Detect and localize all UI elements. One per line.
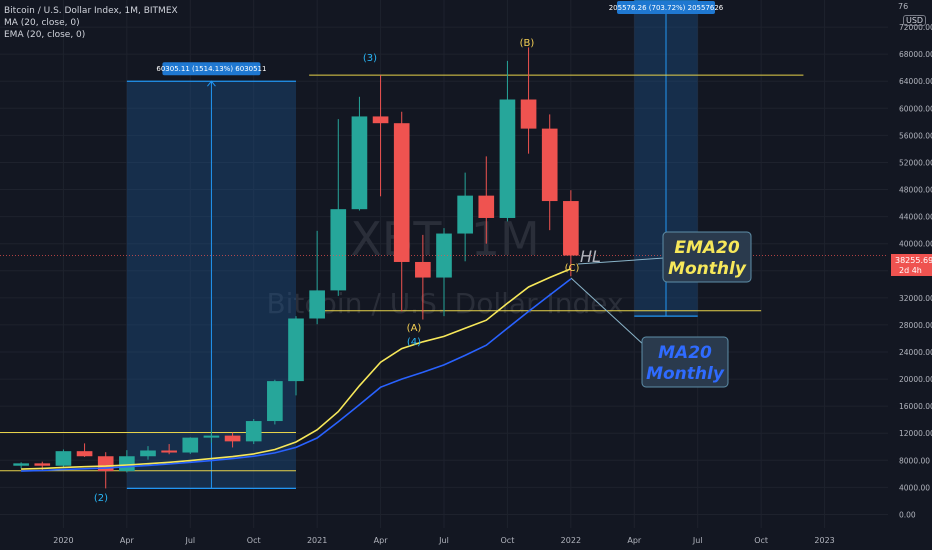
candle-body [393,123,410,262]
ema-label-box [662,231,752,283]
price-tick-label: 20000.00 [899,375,932,384]
ma-label-box [641,336,729,388]
price-tick-label: 44000.00 [899,213,932,222]
price-tick-label: 72000.00 [899,23,932,32]
candle-body [541,128,558,202]
last-price-value: 38255.69 [895,256,932,265]
price-tick-label: 52000.00 [899,158,932,167]
chart-legend: Bitcoin / U.S. Dollar Index, 1M, BITMEX … [4,5,178,41]
time-tick-label: Jul [438,536,449,545]
time-tick-label: 2020 [53,536,73,545]
measure-range-label: 60305.11 (1514.13%) 6030511 [156,65,266,73]
moving-average-lines [0,254,888,472]
candle-body [203,435,220,438]
time-tick-label: Jul [184,536,195,545]
price-tick-label: 32000.00 [899,294,932,303]
ma-label-line1: MA20 [658,343,712,363]
candle-body [161,450,177,453]
measure-range-label-box [162,62,261,76]
annotations: (3) (B) (A) (4) (2) (C) HL EMA20 Monthly… [94,38,752,504]
time-tick-label: 2021 [307,536,327,545]
price-tick-label: 68000.00 [899,50,932,59]
time-axis[interactable]: 2020 Apr Jul Oct 2021 Apr Jul Oct 2022 Apr Jul Oct 2… [53,536,835,545]
candle-body [351,116,368,210]
wave-label-A: (A) [407,323,422,334]
time-tick-label: Oct [247,536,261,545]
price-tick-label: 8000.00 [899,456,930,465]
measure-range-label: 205576.26 (703.72%) 20557626 [609,4,724,12]
candle-body [224,435,241,442]
currency-badge[interactable]: USD [903,15,927,26]
time-tick-label: 2022 [561,536,581,545]
price-tick-label: 0.00 [899,510,916,519]
last-price-tag: 38255.69 2d 4h [891,254,932,276]
price-tick-label: 12000.00 [899,429,932,438]
watermark-description: Bitcoin / U.S. Dollar Index [266,287,623,320]
candle-body [55,451,72,466]
time-tick-label: Apr [627,536,642,545]
ema-label-line1: EMA20 [674,238,740,258]
price-tick-label: 64000.00 [899,77,932,86]
candle-body [520,99,537,129]
last-price-countdown: 2d 4h [899,266,922,275]
measure-range-arrowhead [207,80,216,87]
legend-ema[interactable]: EMA (20, close, 0) [4,30,86,40]
price-tick-label: 24000.00 [899,348,932,357]
ma-callout-line [570,277,646,347]
measure-range-label-box [617,1,715,14]
candle-body [415,261,431,278]
candle-body [330,209,347,291]
time-tick-label: Apr [120,536,135,545]
legend-symbol[interactable]: Bitcoin / U.S. Dollar Index, 1M, BITMEX [4,6,178,16]
candle-body [288,318,304,382]
time-tick-label: Jul [692,536,703,545]
ma-label-line2: Monthly [646,364,725,384]
candle-body [478,195,495,218]
candles [13,47,579,489]
wave-label-4: (4) [407,337,421,348]
price-tick-label: 56000.00 [899,131,932,140]
candle-body [267,381,283,422]
time-tick-label: Oct [501,536,515,545]
candle-body [182,437,199,453]
candle-body [13,463,29,466]
ema-callout-line [577,257,665,265]
axis-top-label: 76 [898,2,909,11]
hl-label: HL [580,247,601,266]
time-tick-label: Oct [754,536,768,545]
price-tick-label: 16000.00 [899,402,932,411]
price-tick-label: 28000.00 [899,321,932,330]
candle-body [76,451,93,457]
ma-line [21,278,572,472]
time-tick-label: Apr [374,536,389,545]
candle-body [457,195,473,234]
ema-label-line2: Monthly [668,259,747,279]
wave-label-C: (C) [565,263,580,274]
legend-ma[interactable]: MA (20, close, 0) [4,18,80,28]
candle-body [34,463,51,466]
candle-body [499,99,516,218]
candle-body [140,450,156,457]
price-tick-label: 60000.00 [899,104,932,113]
candle-body [563,201,579,256]
price-axis[interactable]: 0.00 4000.00 8000.00 12000.00 16000.00 20000.… [899,23,932,519]
price-tick-label: 40000.00 [899,240,932,249]
wave-label-2: (2) [94,493,108,504]
time-tick-label: 2023 [814,536,834,545]
candle-body [372,116,389,124]
price-tick-label: 4000.00 [899,483,930,492]
ema-line [21,267,572,470]
price-tick-label: 48000.00 [899,186,932,195]
wave-label-3: (3) [363,53,377,64]
last-price-tag-box [891,254,932,276]
candle-body [245,421,262,442]
wave-label-B: (B) [520,38,535,49]
candle-body [119,456,135,472]
candle-body [309,290,325,319]
